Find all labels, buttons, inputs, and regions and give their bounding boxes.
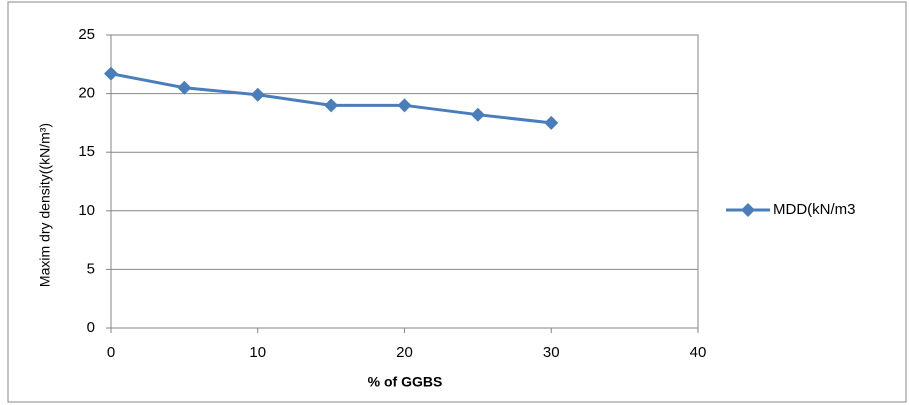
- data-point: [324, 98, 339, 113]
- y-tick-label: 5: [87, 260, 95, 277]
- y-tick-label: 20: [78, 85, 95, 102]
- y-axis-title: Maxim dry density((kN/m³): [37, 123, 53, 287]
- x-axis-title: % of GGBS: [368, 374, 443, 390]
- legend-marker: [741, 203, 755, 217]
- chart-frame: [7, 1, 907, 403]
- data-point: [250, 87, 265, 102]
- data-point: [544, 115, 559, 130]
- y-tick-label: 15: [78, 143, 95, 160]
- x-tick-label: 10: [249, 344, 266, 361]
- data-point: [104, 66, 118, 81]
- y-tick-label: 25: [78, 26, 95, 43]
- x-tick-label: 20: [396, 344, 413, 361]
- data-point: [470, 107, 485, 122]
- x-tick-label: 0: [107, 344, 115, 361]
- x-tick-label: 30: [543, 344, 560, 361]
- legend-label: MDD(kN/m3: [773, 201, 856, 218]
- y-tick-label: 10: [78, 202, 95, 219]
- x-tick-label: 40: [690, 344, 707, 361]
- data-point: [397, 98, 412, 113]
- y-tick-label: 0: [87, 319, 95, 336]
- data-point: [177, 80, 192, 95]
